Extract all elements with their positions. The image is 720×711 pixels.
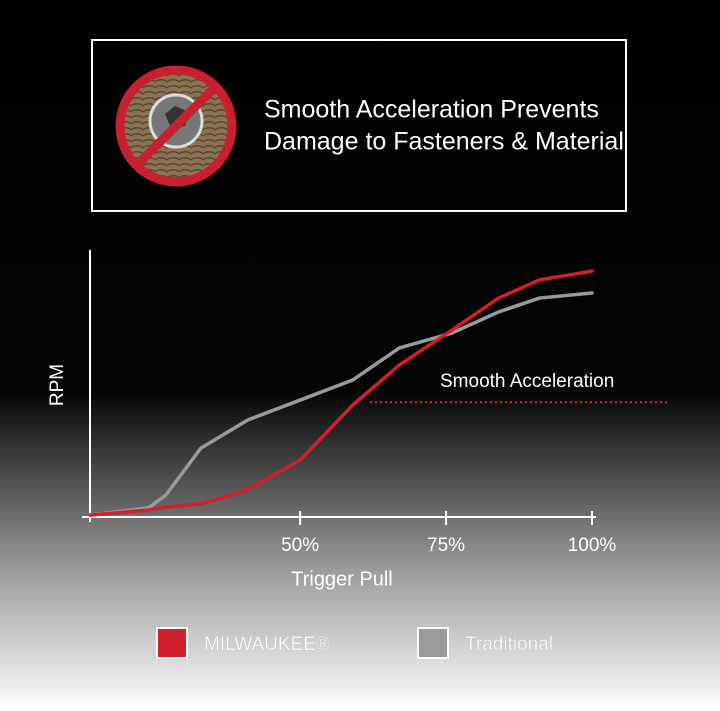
header-line: Smooth Acceleration Prevents [264, 96, 599, 124]
annotation-text: Smooth Acceleration [440, 371, 614, 392]
series-line [88, 291, 594, 517]
series-line [88, 269, 594, 517]
x-tick-label: 100% [568, 535, 617, 556]
legend-label: MILWAUKEE® [204, 634, 330, 655]
x-tick-label: 75% [427, 535, 465, 556]
x-axis-label: Trigger Pull [291, 568, 393, 590]
no-damage-icon [115, 65, 237, 187]
legend-swatch [156, 627, 188, 659]
header-line: Damage to Fasteners & Material [264, 128, 624, 156]
legend-swatch [417, 627, 449, 659]
header-box [91, 39, 627, 212]
x-tick-label: 50% [281, 535, 319, 556]
y-axis-label: RPM [47, 364, 68, 406]
legend-label: Traditional [465, 634, 553, 655]
